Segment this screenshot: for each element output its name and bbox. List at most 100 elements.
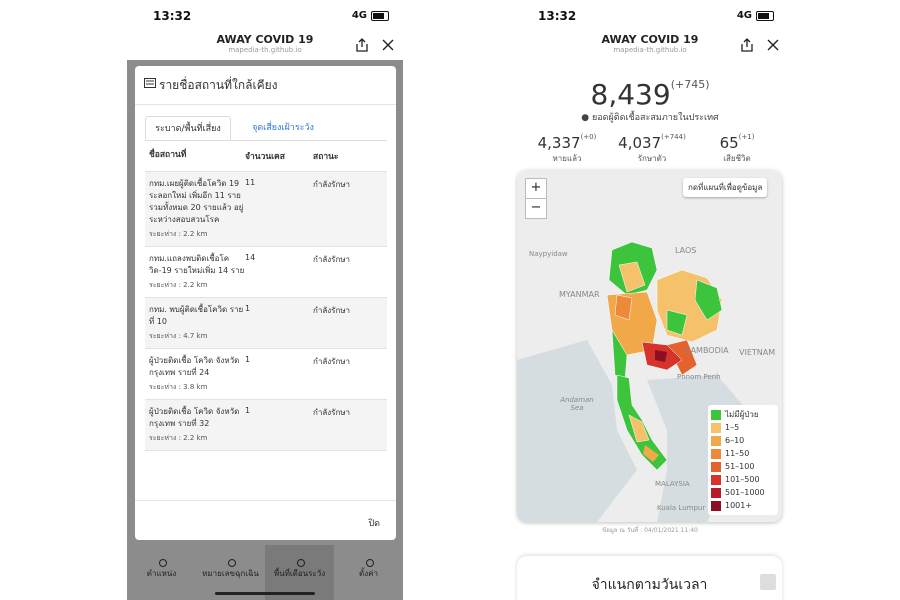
legend-item: 101–500 [711,473,775,486]
map-label: Naypyidaw [529,250,568,258]
stat: 4,337(+0) หายแล้ว [522,133,612,165]
place-distance: ระยะห่าง : 2.2 km [149,230,208,238]
table-header: ชื่อสถานที่ จำนวนเคส สถานะ [145,141,387,172]
tab-active[interactable]: ระบาด/พื้นที่เสี่ยง [145,116,231,141]
divider [135,104,396,105]
place-status: กำลังรักษา [313,180,351,189]
place-cell: ผู้ป่วยติดเชื้อ โควิด จังหวัดกรุงเทพ ราย… [149,406,245,444]
legend-item: 1–5 [711,421,775,434]
legend-swatch [711,474,721,485]
place-status: กำลังรักษา [313,255,351,264]
stat-label: รักษาตัว [637,154,667,163]
place-status: กำลังรักษา [313,408,351,417]
nav-icon [296,559,305,567]
nav-icon [158,559,167,567]
stat-label: เสียชีวิต [723,154,751,163]
stat-label: หายแล้ว [552,154,582,163]
place-distance: ระยะห่าง : 2.2 km [149,281,208,289]
status-network: 4G [736,10,752,21]
total-label: ● ยอดผู้ติดเชื้อสะสมภายในประเทศ [581,113,719,123]
place-cell: ผู้ป่วยติดเชื้อ โควิด จังหวัดกรุงเทพ ราย… [149,355,245,393]
header-url: mapedia-th.github.io [613,46,687,54]
header-icons[interactable] [740,37,780,53]
region [655,350,667,362]
place-name: กทม. พบผู้ติดเชื้อโควิด รายที่ 10 [149,305,244,326]
map-label: LAOS [675,246,697,255]
table-row: กทม.เผยผู้ติดเชื้อโควิด 19 ระลอกใหม่ เพิ… [145,172,387,247]
share-icon[interactable] [741,38,753,52]
list-icon [144,78,156,88]
nav-label: ตั้งค่า [359,569,378,578]
tab[interactable]: จุดเสี่ยงเฝ้าระวัง [252,123,314,133]
stat-top: 65(+1) [692,133,782,152]
place-name: กทม.แถลงพบติดเชื้อโควิด-19 รายใหม่เพิ่ม … [149,254,245,275]
home-indicator [215,592,315,595]
region [694,279,723,321]
stat-top: 4,337(+0) [522,133,612,152]
place-name: ผู้ป่วยติดเชื้อ โควิด จังหวัดกรุงเทพ ราย… [149,356,240,377]
modal: รายชื่อสถานที่ใกล้เคียง ระบาด/พื้นที่เสี… [135,66,396,540]
battery-icon [371,11,389,21]
zoom-out[interactable]: − [525,198,547,219]
sea [517,340,637,522]
section-title: จำแนกตามวันเวลา [591,577,708,593]
legend-swatch [711,409,721,420]
header-title: AWAY COVID 19 [216,33,314,46]
nav-label: หมายเลขฉุกเฉิน [202,569,259,578]
region [628,414,650,443]
status-time: 13:32 [538,9,577,23]
legend-swatch [711,487,721,498]
region [666,309,688,336]
case-count: 1 [245,355,251,364]
map-canvas[interactable] [517,170,782,522]
case-count: 14 [245,253,256,262]
region [643,445,659,462]
legend-item: 11–50 [711,447,775,460]
stat-value: 4,037 [618,134,662,152]
nav-label: ตำแหน่ง [146,569,177,578]
left-phone: 13:32 4G AWAY COVID 19 mapedia-th.github… [127,0,403,600]
dropdown-button[interactable] [760,574,776,590]
legend-label: 51–100 [725,462,755,471]
place-name: กทม.เผยผู้ติดเชื้อโควิด 19 ระลอกใหม่ เพิ… [149,179,244,224]
bottom-nav: ตำแหน่ง หมายเลขฉุกเฉิน พื้นที่เตือนระวัง ตั… [127,545,403,600]
updated-at: ข้อมูล ณ วันที่ : 04/01/2021 11:40 [602,527,698,534]
legend-item: 6–10 [711,434,775,447]
map-label: Andaman Sea [560,396,594,412]
share-icon[interactable] [356,38,368,52]
table-row: กทม. พบผู้ติดเชื้อโควิด รายที่ 10 ระยะห่า… [145,298,387,349]
nav-item[interactable]: พื้นที่เตือนระวัง [265,545,334,600]
case-count: 1 [245,406,251,415]
close-icon[interactable] [382,39,394,51]
total-value: 8,439 [590,78,671,111]
modal-title: รายชื่อสถานที่ใกล้เคียง [159,78,278,92]
legend-label: 101–500 [725,475,760,484]
stat-change: (+1) [738,133,755,141]
nav-icon [365,559,374,567]
column-header: ชื่อสถานที่ [149,150,187,160]
place-cell: กทม.เผยผู้ติดเชื้อโควิด 19 ระลอกใหม่ เพิ… [149,178,245,240]
place-status: กำลังรักษา [313,306,351,315]
case-count: 1 [245,304,251,313]
legend-swatch [711,461,721,472]
stat-change: (+0) [580,133,597,141]
stat-value: 4,337 [537,134,581,152]
legend-label: 11–50 [725,449,750,458]
header-icons[interactable] [355,37,395,53]
close-button[interactable]: ปิด [368,519,380,529]
place-distance: ระยะห่าง : 4.7 km [149,332,208,340]
map-hint: กดที่แผนที่เพื่อดูข้อมูล [683,178,768,197]
zoom-in[interactable]: + [525,178,547,199]
map-label: CAMBODIA [685,346,729,355]
close-icon[interactable] [767,39,779,51]
map-label: MYANMAR [559,290,600,299]
nav-label: พื้นที่เตือนระวัง [273,569,326,578]
nav-item[interactable]: ตำแหน่ง [127,545,196,600]
map-label: Kuala Lumpur [657,504,706,512]
legend-label: ไม่มีผู้ป่วย [725,410,759,419]
map[interactable]: + − กดที่แผนที่เพื่อดูข้อมูล LAOS MYANMA… [517,170,782,522]
nav-item[interactable]: ตั้งค่า [334,545,403,600]
nav-item[interactable]: หมายเลขฉุกเฉิน [196,545,265,600]
table-row: ผู้ป่วยติดเชื้อ โควิด จังหวัดกรุงเทพ ราย… [145,349,387,400]
status-network: 4G [351,10,367,21]
